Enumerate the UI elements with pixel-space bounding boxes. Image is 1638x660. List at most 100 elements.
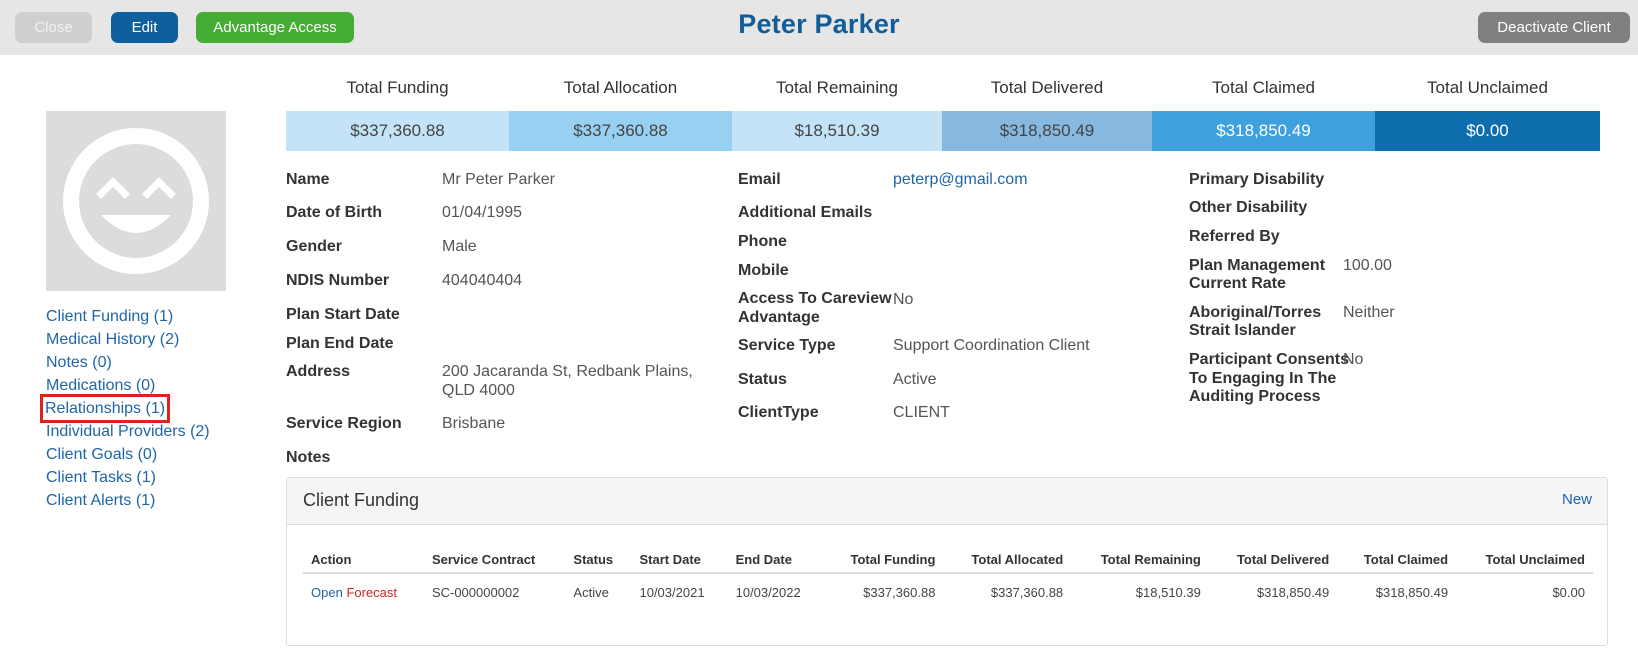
sidenav-client-alerts[interactable]: Client Alerts (1) bbox=[46, 492, 156, 509]
client-funding-title: Client Funding bbox=[303, 490, 420, 510]
total-claimed-cell: $318,850.49 bbox=[1375, 584, 1449, 600]
aboriginal-value: Neither bbox=[1343, 304, 1395, 321]
participant-consents-label-line2: To Engaging In The bbox=[1189, 370, 1337, 387]
open-link[interactable]: Open bbox=[311, 584, 343, 600]
total-delivered-cell: $318,850.49 bbox=[1256, 584, 1330, 600]
sidenav-client-funding[interactable]: Client Funding (1) bbox=[46, 308, 174, 325]
client-funding-panel: Client Funding New Action Service Contra… bbox=[286, 477, 1608, 646]
sidenav-client-goals[interactable]: Client Goals (0) bbox=[46, 446, 158, 463]
sidenav-relationships[interactable]: Relationships (1) bbox=[39, 394, 171, 423]
dob-value: 01/04/1995 bbox=[442, 204, 523, 221]
sidenav-medications[interactable]: Medications (0) bbox=[46, 377, 156, 394]
total-delivered-label: Total Delivered bbox=[990, 78, 1104, 97]
gender-value: Male bbox=[442, 238, 477, 255]
advantage-access-button[interactable]: Advantage Access bbox=[196, 12, 354, 43]
status-cell: Active bbox=[573, 584, 609, 600]
totals-bar: $337,360.88 $337,360.88 $18,510.39 $318,… bbox=[286, 111, 1600, 151]
col-total-claimed: Total Claimed bbox=[1337, 546, 1457, 574]
service-type-label: Service Type bbox=[738, 337, 836, 354]
total-allocated-cell: $337,360.88 bbox=[990, 584, 1064, 600]
client-funding-table: Action Service Contract Status Start Dat… bbox=[303, 546, 1593, 610]
total-unclaimed-value: $0.00 bbox=[1375, 111, 1600, 151]
other-disability-label: Other Disability bbox=[1189, 199, 1308, 216]
total-funding-value: $337,360.88 bbox=[286, 111, 509, 151]
close-button[interactable]: Close bbox=[15, 12, 92, 43]
access-careview-value: No bbox=[893, 291, 914, 308]
totals-header: Total Funding Total Allocation Total Rem… bbox=[286, 78, 1600, 98]
total-funding-label: Total Funding bbox=[346, 78, 449, 97]
referred-by-label: Referred By bbox=[1189, 228, 1280, 245]
phone-label: Phone bbox=[738, 233, 787, 250]
client-type-label: ClientType bbox=[738, 404, 819, 421]
sidenav-medical-history[interactable]: Medical History (2) bbox=[46, 331, 180, 348]
plan-management-label-line2: Current Rate bbox=[1189, 275, 1286, 292]
total-unclaimed-label: Total Unclaimed bbox=[1427, 78, 1548, 97]
total-allocation-label: Total Allocation bbox=[563, 78, 678, 97]
email-link[interactable]: peterp@gmail.com bbox=[893, 171, 1028, 188]
plan-start-date-label: Plan Start Date bbox=[286, 306, 400, 323]
col-total-unclaimed: Total Unclaimed bbox=[1456, 546, 1593, 574]
total-unclaimed-cell: $0.00 bbox=[1552, 584, 1585, 600]
participant-consents-label-line1: Participant Consents bbox=[1189, 351, 1350, 368]
ndis-number-value: 404040404 bbox=[442, 272, 523, 289]
address-value-line1: 200 Jacaranda St, Redbank Plains, bbox=[442, 363, 693, 380]
action-cell: Open Forecast bbox=[303, 573, 424, 610]
col-total-delivered: Total Delivered bbox=[1208, 546, 1338, 574]
start-date-cell: 10/03/2021 bbox=[639, 584, 705, 600]
name-value: Mr Peter Parker bbox=[442, 171, 555, 188]
avatar bbox=[46, 111, 226, 291]
total-claimed-value: $318,850.49 bbox=[1152, 111, 1375, 151]
notes-label: Notes bbox=[286, 449, 331, 466]
col-total-remaining: Total Remaining bbox=[1071, 546, 1209, 574]
smiley-avatar-icon bbox=[63, 128, 209, 274]
ndis-number-label: NDIS Number bbox=[286, 272, 390, 289]
new-funding-link[interactable]: New bbox=[1561, 491, 1592, 508]
col-service-contract: Service Contract bbox=[423, 546, 566, 574]
total-delivered-value: $318,850.49 bbox=[942, 111, 1152, 151]
col-action: Action bbox=[303, 546, 424, 574]
plan-management-label-line1: Plan Management bbox=[1189, 257, 1326, 274]
additional-emails-label: Additional Emails bbox=[738, 204, 873, 221]
total-allocation-value: $337,360.88 bbox=[509, 111, 732, 151]
primary-disability-label: Primary Disability bbox=[1189, 171, 1325, 188]
col-start-date: Start Date bbox=[631, 546, 728, 574]
total-claimed-label: Total Claimed bbox=[1212, 78, 1315, 97]
access-careview-label-line2: Advantage bbox=[738, 309, 820, 326]
client-funding-header: Client Funding New bbox=[287, 478, 1607, 525]
deactivate-client-button[interactable]: Deactivate Client bbox=[1478, 12, 1630, 43]
service-contract-cell: SC-000000002 bbox=[431, 584, 520, 600]
status-value: Active bbox=[893, 371, 937, 388]
access-careview-label-line1: Access To Careview bbox=[738, 290, 892, 307]
participant-consents-value: No bbox=[1343, 351, 1364, 368]
plan-management-value: 100.00 bbox=[1343, 257, 1392, 274]
service-region-value: Brisbane bbox=[442, 415, 506, 432]
sidenav-individual-providers[interactable]: Individual Providers (2) bbox=[46, 423, 210, 440]
total-remaining-label: Total Remaining bbox=[776, 78, 898, 97]
top-toolbar: Close Edit Advantage Access Peter Parker… bbox=[0, 0, 1638, 55]
address-label: Address bbox=[286, 363, 351, 380]
client-type-value: CLIENT bbox=[893, 404, 950, 421]
end-date-cell: 10/03/2022 bbox=[735, 584, 801, 600]
aboriginal-label-line1: Aboriginal/Torres bbox=[1189, 304, 1322, 321]
edit-button[interactable]: Edit bbox=[111, 12, 178, 43]
service-type-value: Support Coordination Client bbox=[893, 337, 1090, 354]
col-end-date: End Date bbox=[727, 546, 824, 574]
email-label: Email bbox=[738, 171, 781, 188]
side-nav: Client Funding (1) Medical History (2) N… bbox=[39, 305, 210, 512]
forecast-link[interactable]: Forecast bbox=[346, 584, 398, 600]
sidenav-client-tasks[interactable]: Client Tasks (1) bbox=[46, 469, 156, 486]
col-total-allocated: Total Allocated bbox=[943, 546, 1072, 574]
plan-end-date-label: Plan End Date bbox=[286, 335, 394, 352]
col-total-funding: Total Funding bbox=[823, 546, 944, 574]
mobile-label: Mobile bbox=[738, 262, 789, 279]
address-value-line2: QLD 4000 bbox=[442, 382, 515, 399]
participant-consents-label-line3: Auditing Process bbox=[1189, 388, 1321, 405]
name-label: Name bbox=[286, 171, 330, 188]
aboriginal-label-line2: Strait Islander bbox=[1189, 322, 1296, 339]
service-region-label: Service Region bbox=[286, 415, 402, 432]
sidenav-notes[interactable]: Notes (0) bbox=[46, 354, 112, 371]
dob-label: Date of Birth bbox=[286, 204, 382, 221]
table-row: Open Forecast SC-000000002 Active 10/03/… bbox=[303, 573, 1593, 610]
col-status: Status bbox=[565, 546, 632, 574]
table-header-row: Action Service Contract Status Start Dat… bbox=[303, 546, 1593, 574]
